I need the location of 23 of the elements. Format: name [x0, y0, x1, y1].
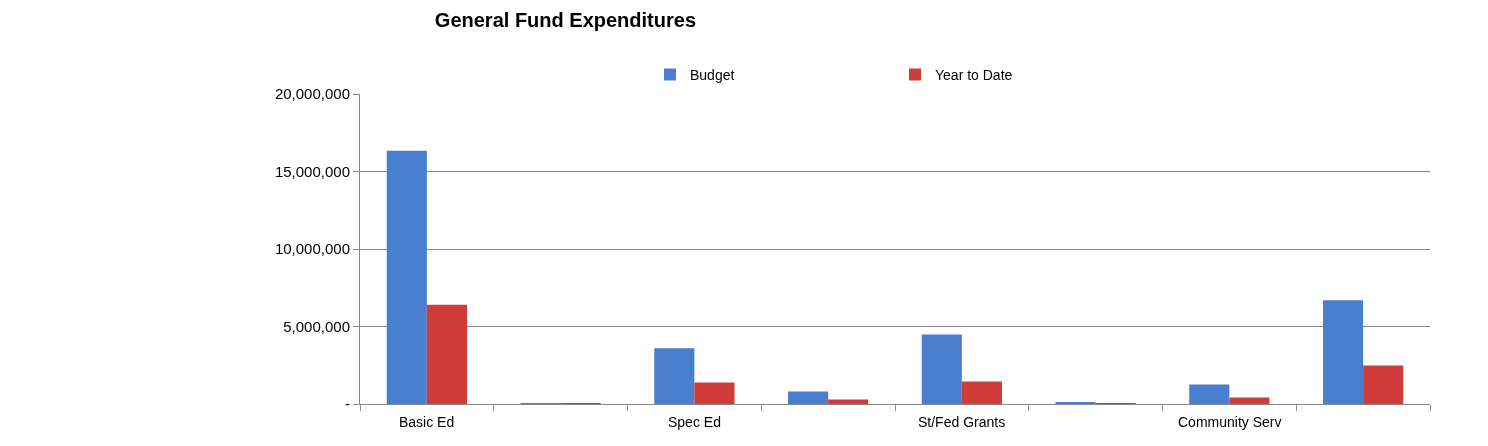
- bar: [1323, 300, 1364, 404]
- bar: [1229, 397, 1270, 404]
- x-tick-label: Community Serv: [1178, 414, 1282, 430]
- x-tick-label: Basic Ed: [399, 414, 455, 430]
- legend-label: Budget: [690, 66, 735, 83]
- bar: [654, 348, 695, 404]
- y-tick-label: 20,000,000: [274, 85, 350, 103]
- bar: [921, 334, 962, 404]
- legend-label: Year to Date: [935, 66, 1013, 83]
- x-tick-label: St/Fed Grants: [918, 414, 1006, 430]
- y-tick-label: 15,000,000: [274, 162, 350, 180]
- bar: [961, 381, 1002, 404]
- y-tick-label: 10,000,000: [274, 240, 350, 258]
- bar: [788, 391, 829, 404]
- x-tick-label: Spec Ed: [668, 414, 721, 430]
- bar: [426, 304, 467, 404]
- chart-title: General Fund Expenditures: [434, 9, 697, 32]
- y-tick-label: 5,000,000: [283, 317, 350, 335]
- bar: [1363, 365, 1404, 404]
- y-tick-label: -: [345, 395, 350, 413]
- bar: [386, 150, 427, 404]
- bar: [694, 382, 735, 404]
- bar: [1189, 384, 1230, 404]
